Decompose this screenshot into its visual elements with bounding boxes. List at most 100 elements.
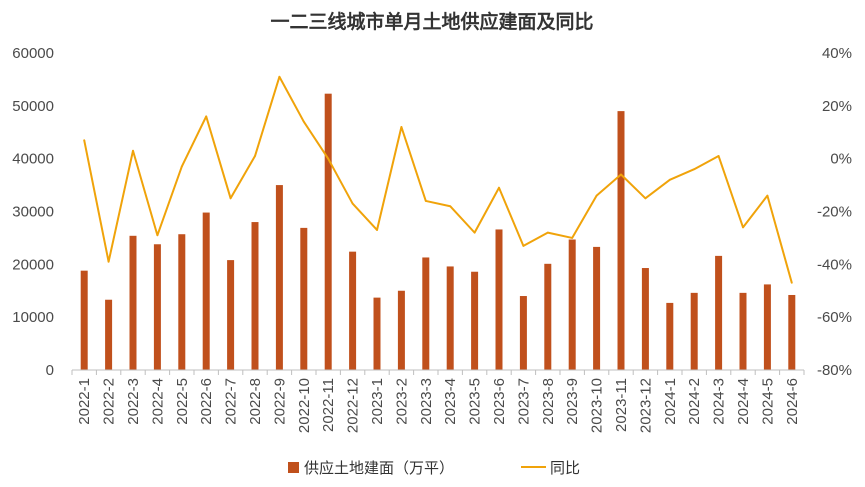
bar bbox=[666, 302, 674, 370]
line-point bbox=[327, 157, 330, 160]
y-right-tick-label: -60% bbox=[817, 309, 852, 326]
bar bbox=[422, 257, 430, 370]
x-tick-label: 2022-1 bbox=[76, 378, 93, 425]
y-left-tick-label: 20000 bbox=[12, 256, 54, 273]
bar bbox=[763, 284, 771, 370]
bar bbox=[202, 212, 210, 370]
legend-label-line: 同比 bbox=[550, 459, 580, 477]
bar bbox=[617, 111, 625, 371]
line-point bbox=[790, 281, 793, 284]
x-tick-label: 2022-6 bbox=[198, 378, 215, 425]
bar bbox=[178, 234, 186, 370]
bar bbox=[80, 270, 88, 370]
bar bbox=[349, 251, 357, 370]
legend-swatch-bar bbox=[288, 462, 299, 473]
bar bbox=[324, 93, 332, 371]
x-tick-label: 2023-2 bbox=[393, 378, 410, 425]
line-point bbox=[546, 231, 549, 234]
bar bbox=[495, 229, 503, 370]
x-tick-label: 2023-9 bbox=[564, 378, 581, 425]
x-tick-label: 2023-1 bbox=[369, 378, 386, 425]
line-point bbox=[205, 115, 208, 118]
bar bbox=[397, 290, 405, 370]
line-point bbox=[473, 231, 476, 234]
bar bbox=[105, 299, 113, 370]
y-axis-left: 0 10000 20000 30000 40000 50000 60000 bbox=[12, 45, 54, 379]
line-point bbox=[400, 126, 403, 128]
bar bbox=[690, 292, 698, 370]
x-tick-label: 2022-3 bbox=[125, 378, 142, 425]
line-point bbox=[107, 260, 110, 263]
y-right-tick-label: -20% bbox=[817, 204, 852, 221]
x-tick-label: 2023-8 bbox=[540, 378, 557, 425]
line-point bbox=[449, 205, 452, 208]
bar bbox=[788, 294, 796, 370]
y-left-tick-label: 10000 bbox=[12, 309, 54, 326]
bar bbox=[227, 260, 235, 370]
line-point bbox=[83, 139, 86, 142]
x-tick-label: 2023-4 bbox=[442, 378, 459, 425]
bar bbox=[568, 239, 576, 370]
line-point bbox=[620, 173, 622, 176]
x-axis: 2022-1 2022-2 2022-3 2022-4 2022-5 2022-6 2022… bbox=[71, 369, 805, 433]
chart-title: 一二三线城市单月土地供应建面及同比 bbox=[270, 10, 593, 33]
bar bbox=[300, 227, 308, 370]
line-point bbox=[132, 149, 134, 152]
x-tick-label: 2022-5 bbox=[174, 378, 191, 425]
line-point bbox=[717, 155, 720, 157]
y-right-tick-label: 0% bbox=[830, 151, 852, 168]
line-point bbox=[522, 244, 525, 247]
x-tick-label: 2024-6 bbox=[784, 378, 801, 425]
bar bbox=[739, 292, 747, 370]
x-tick-label: 2023-10 bbox=[589, 378, 606, 433]
y-right-tick-label: -40% bbox=[817, 256, 852, 273]
series-line bbox=[83, 75, 793, 284]
line-point bbox=[644, 197, 647, 200]
line-series bbox=[83, 75, 793, 284]
line-point bbox=[595, 194, 598, 197]
x-tick-label: 2022-4 bbox=[149, 378, 166, 425]
bar bbox=[519, 296, 527, 370]
bar bbox=[129, 235, 137, 370]
x-tick-label: 2023-11 bbox=[613, 378, 630, 432]
bar bbox=[251, 222, 259, 370]
x-tick-label: 2022-7 bbox=[223, 378, 240, 425]
x-tick-label: 2023-12 bbox=[637, 378, 654, 433]
line-point bbox=[424, 200, 427, 202]
y-left-tick-label: 30000 bbox=[12, 204, 54, 221]
y-left-tick-label: 50000 bbox=[12, 98, 54, 115]
y-right-tick-label: 20% bbox=[822, 98, 852, 115]
bar bbox=[641, 268, 649, 370]
line-point bbox=[254, 155, 256, 157]
line-point bbox=[156, 234, 159, 237]
bar-series bbox=[80, 93, 796, 371]
x-tick-label: 2023-6 bbox=[491, 378, 508, 425]
x-tick-label: 2022-11 bbox=[320, 378, 337, 432]
line-point bbox=[766, 194, 769, 197]
bar bbox=[471, 271, 479, 370]
x-tick-label: 2023-3 bbox=[418, 378, 435, 425]
bar bbox=[593, 246, 601, 370]
bar bbox=[544, 263, 552, 370]
x-tick-label: 2024-2 bbox=[686, 378, 703, 425]
y-right-tick-label: 40% bbox=[822, 45, 852, 62]
legend: 供应土地建面（万平） 同比 bbox=[288, 459, 580, 477]
line-point bbox=[693, 168, 696, 171]
x-tick-label: 2024-1 bbox=[662, 378, 679, 425]
x-tick-label: 2022-10 bbox=[296, 378, 313, 433]
line-point bbox=[742, 226, 744, 229]
y-left-tick-label: 60000 bbox=[12, 45, 54, 62]
bar bbox=[373, 297, 381, 370]
y-right-tick-label: -80% bbox=[817, 362, 852, 379]
line-point bbox=[180, 165, 183, 168]
y-left-tick-label: 0 bbox=[46, 362, 54, 379]
line-point bbox=[571, 237, 574, 239]
bar bbox=[446, 266, 454, 370]
bar bbox=[153, 244, 161, 370]
bar bbox=[275, 185, 283, 370]
line-point bbox=[278, 75, 281, 78]
x-tick-label: 2022-8 bbox=[247, 378, 264, 425]
line-point bbox=[229, 197, 232, 200]
